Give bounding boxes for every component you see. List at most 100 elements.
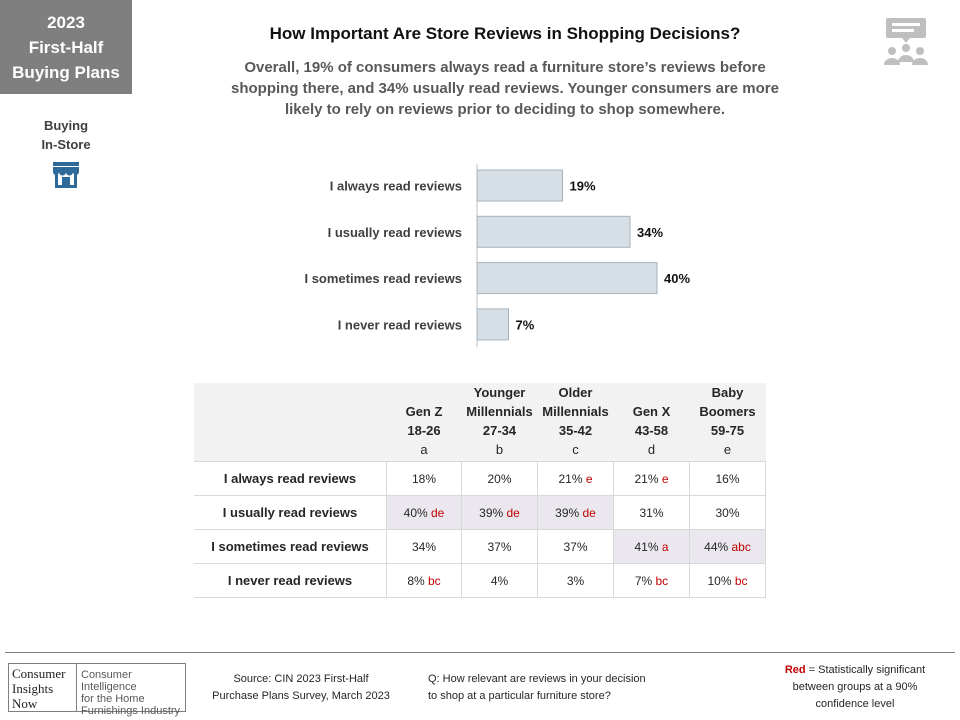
- bar-3: [476, 262, 658, 295]
- column-header-line: Millennials: [542, 404, 609, 419]
- table-cell: 8% bc: [386, 563, 462, 598]
- bar-chart: I always read reviews 19% I usually read r…: [304, 164, 690, 348]
- row-label: I sometimes read reviews: [194, 529, 387, 564]
- table-cell: 20%: [461, 461, 538, 496]
- significance-letters: de: [503, 505, 520, 520]
- footer-divider: [5, 652, 955, 653]
- logo-tagline-1: Consumer Intelligence: [81, 669, 137, 693]
- logo-word-1: Consumer: [12, 666, 66, 681]
- column-header-line: Millennials: [466, 404, 533, 419]
- cell-value: 34%: [411, 539, 437, 554]
- column-header-line: 59-75: [710, 423, 745, 438]
- bar-2: [476, 215, 631, 248]
- table-cell: 21% e: [537, 461, 614, 496]
- note-rest: = Statistically significant: [805, 664, 926, 676]
- significance-letters: a: [658, 539, 669, 554]
- question-note: Q: How relevant are reviews in your deci…: [428, 671, 688, 705]
- cell-value: 39%: [555, 505, 580, 520]
- table-cell: 34%: [386, 529, 462, 564]
- column-header-line: [387, 383, 462, 402]
- column-header-line: Baby: [711, 385, 744, 400]
- column-letter: c: [572, 442, 579, 457]
- badge-year: 2023: [47, 13, 85, 32]
- column-header-line: [614, 383, 690, 402]
- significance-letters: bc: [652, 573, 669, 588]
- question-line-1: Q: How relevant are reviews in your deci…: [428, 673, 646, 685]
- source-line-1: Source: CIN 2023 First-Half: [233, 673, 369, 685]
- report-badge: 2023 First-Half Buying Plans: [0, 0, 132, 94]
- cin-logo: Consumer Insights Now Consumer Intellige…: [8, 663, 186, 717]
- table-cell: 16%: [689, 461, 766, 496]
- table-cell: 41% a: [613, 529, 690, 564]
- table-cell: 40% de: [386, 495, 462, 530]
- subtitle-line-3: likely to rely on reviews prior to decid…: [284, 101, 726, 118]
- table-row: I never read reviews 8% bc 4% 3% 7% bc 10% bc: [194, 563, 766, 598]
- badge-line-2: First-Half: [28, 38, 104, 57]
- significance-note: Red = Statistically significant between …: [770, 662, 940, 713]
- column-header-line: Gen X: [632, 404, 671, 419]
- generation-table: Gen Z 18-26 a Younger Millennials 27-34 b Older…: [194, 383, 766, 598]
- column-header-a: Gen Z 18-26 a: [386, 383, 462, 462]
- column-header-e: Baby Boomers 59-75 e: [689, 383, 766, 462]
- column-header-line: Younger: [473, 385, 526, 400]
- table-cell: 18%: [386, 461, 462, 496]
- cell-value: 18%: [411, 471, 437, 486]
- row-label: I usually read reviews: [194, 495, 387, 530]
- cell-value: 31%: [639, 505, 664, 520]
- column-letter: e: [723, 442, 732, 457]
- badge-line-3: Buying Plans: [12, 63, 120, 82]
- column-letter: d: [647, 442, 656, 457]
- logo-wordmark: Consumer Insights Now: [9, 664, 77, 711]
- column-header-line: Boomers: [699, 404, 756, 419]
- column-letter: a: [420, 442, 428, 457]
- table-row: I always read reviews 18% 20% 21% e 21% e 16%: [194, 461, 766, 496]
- significance-letters: de: [427, 505, 445, 520]
- subtitle-line-2: shopping there, and 34% usually read rev…: [231, 80, 779, 97]
- table-cell: 3%: [537, 563, 614, 598]
- value-label-1: 19%: [570, 179, 596, 194]
- table-cell: 30%: [689, 495, 766, 530]
- cell-value: 4%: [490, 573, 509, 588]
- row-label: I never read reviews: [194, 563, 387, 598]
- column-header-line: 35-42: [558, 423, 593, 438]
- table-cell: 39% de: [461, 495, 538, 530]
- cell-value: 20%: [487, 471, 512, 486]
- table-cell: 21% e: [613, 461, 690, 496]
- column-letter: b: [495, 442, 504, 457]
- table-row: I sometimes read reviews 34% 37% 37% 41% a 44…: [194, 529, 766, 564]
- significance-letters: e: [582, 471, 593, 486]
- cell-value: 16%: [715, 471, 740, 486]
- cell-value: 21%: [558, 471, 583, 486]
- cell-value: 37%: [487, 539, 512, 554]
- storefront-icon: [53, 162, 79, 188]
- table-cell: 7% bc: [613, 563, 690, 598]
- bars-group: I always read reviews 19% I usually read r…: [304, 164, 690, 348]
- significance-letters: bc: [424, 573, 441, 588]
- cell-value: 44%: [704, 539, 729, 554]
- value-label-4: 7%: [516, 317, 535, 332]
- category-label-1: I always read reviews: [330, 179, 462, 194]
- note-line-2: between groups at a 90%: [792, 681, 918, 693]
- logo-tagline-2: for the Home: [81, 693, 145, 705]
- subtitle-line-1: Overall, 19% of consumers always read a …: [244, 59, 766, 76]
- column-header-line: 18-26: [407, 423, 441, 438]
- value-label-2: 34%: [637, 225, 663, 240]
- logo-tagline: Consumer Intelligence for the Home Furni…: [81, 669, 185, 717]
- cell-value: 3%: [566, 573, 585, 588]
- table-cell: 37%: [537, 529, 614, 564]
- cell-value: 40%: [403, 505, 428, 520]
- column-header-line: Gen Z: [405, 404, 443, 419]
- table-cell: 31%: [613, 495, 690, 530]
- significance-letters: de: [579, 505, 596, 520]
- note-line-1: Red = Statistically significant: [770, 662, 940, 679]
- column-header-line: 43-58: [634, 423, 669, 438]
- column-header-d: Gen X 43-58 d: [613, 383, 690, 462]
- cell-value: 37%: [563, 539, 588, 554]
- section-label: Buying In-Store: [20, 116, 112, 195]
- source-note: Source: CIN 2023 First-Half Purchase Pla…: [196, 671, 406, 705]
- table-cell: 37%: [461, 529, 538, 564]
- significance-letters: e: [658, 471, 669, 486]
- logo-tagline-3: Furnishings Industry: [81, 705, 181, 717]
- logo-word-2: Insights: [12, 681, 54, 696]
- table-cell: 10% bc: [689, 563, 766, 598]
